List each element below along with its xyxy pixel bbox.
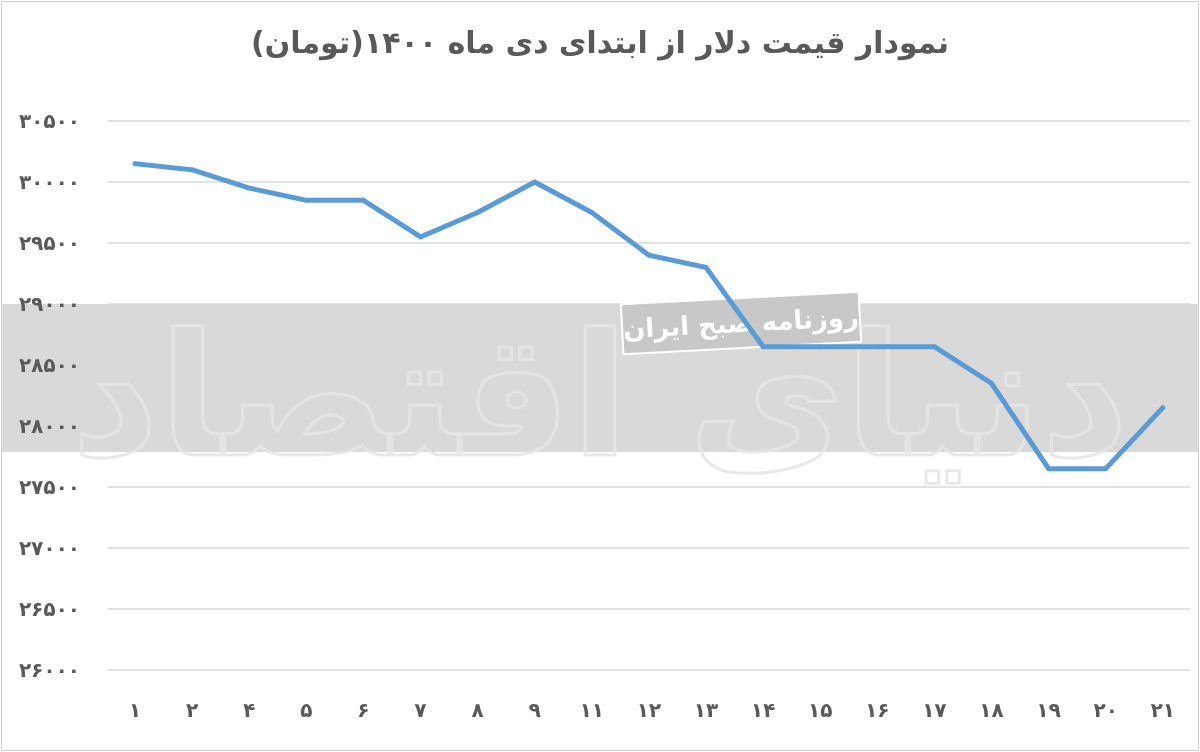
x-tick-label: ۱	[129, 698, 141, 722]
data-point	[246, 185, 252, 191]
data-point	[418, 234, 423, 240]
watermark-logo-text: دنیای اقتصاد	[72, 298, 1129, 496]
x-tick-label: ۶	[357, 698, 369, 722]
y-tick-label: ۲۶۵۰۰	[19, 597, 80, 621]
x-tick-label: ۱۴	[751, 698, 775, 722]
y-tick-label: ۲۶۰۰۰	[19, 658, 80, 682]
x-tick-label: ۱۵	[808, 698, 832, 722]
y-axis-ticks: ۲۶۰۰۰ ۲۶۵۰۰ ۲۷۰۰۰ ۲۷۵۰۰ ۲۸۰۰۰ ۲۸۵۰۰ ۲۹۰۰۰ ۲۹۵۰۰…	[19, 109, 80, 682]
x-tick-label: ۲۱	[1151, 698, 1175, 722]
y-tick-label: ۲۷۵۰۰	[19, 475, 80, 499]
watermark-band	[2, 304, 1198, 452]
data-point	[475, 210, 481, 215]
x-tick-label: ۸	[471, 698, 483, 722]
x-tick-label: ۲	[186, 698, 198, 722]
x-tick-label: ۱۸	[979, 698, 1003, 722]
y-tick-label: ۲۷۰۰۰	[19, 536, 80, 560]
data-point	[1160, 405, 1166, 411]
x-tick-label: ۲۰	[1093, 698, 1117, 722]
x-tick-label: ۱۹	[1036, 698, 1060, 722]
series-layer	[132, 161, 1166, 472]
data-point	[931, 344, 937, 350]
data-point	[1103, 466, 1109, 472]
data-point	[817, 344, 823, 350]
watermark-badge: روزنامه صبح ایران	[619, 290, 863, 356]
chart-title: نمودار قیمت دلار از ابتدای دی ماه ۱۴۰۰(ت…	[250, 26, 950, 61]
x-tick-label: ۷	[414, 698, 426, 722]
watermark-logo: دنیای اقتصاد	[70, 297, 1130, 498]
data-point	[360, 197, 366, 203]
data-point	[532, 179, 538, 185]
y-tick-label: ۲۸۵۰۰	[19, 353, 80, 377]
x-tick-label: ۱۱	[580, 698, 604, 722]
data-point	[874, 344, 880, 350]
x-tick-label: ۱۷	[922, 698, 946, 722]
x-tick-label: ۵	[300, 698, 312, 722]
data-point	[303, 197, 309, 203]
y-tick-label: ۲۹۵۰۰	[19, 231, 80, 255]
data-point	[703, 264, 709, 270]
data-point	[1046, 466, 1052, 472]
y-tick-label: ۳۰۰۰۰	[19, 170, 80, 194]
x-tick-label: ۱۳	[694, 698, 718, 722]
data-point	[989, 380, 994, 386]
data-point	[132, 161, 138, 167]
x-axis-ticks: ۱ ۲ ۴ ۵ ۶ ۷ ۸ ۹ ۱۱ ۱۲ ۱۳ ۱۴ ۱۵ ۱۶ ۱۷ ۱۸ ۱۹ ۲۰ ۲۱	[129, 698, 1175, 722]
data-point	[189, 167, 195, 173]
y-tick-label: ۳۰۵۰۰	[19, 109, 80, 133]
x-tick-label: ۱۶	[865, 698, 889, 722]
data-point	[646, 252, 652, 258]
x-tick-label: ۱۲	[637, 698, 661, 722]
y-tick-label: ۲۹۰۰۰	[19, 292, 80, 316]
data-point	[760, 344, 766, 350]
data-point	[589, 210, 595, 215]
y-tick-label: ۲۸۰۰۰	[19, 414, 80, 438]
x-tick-label: ۴	[243, 698, 255, 722]
x-tick-label: ۹	[529, 698, 541, 722]
